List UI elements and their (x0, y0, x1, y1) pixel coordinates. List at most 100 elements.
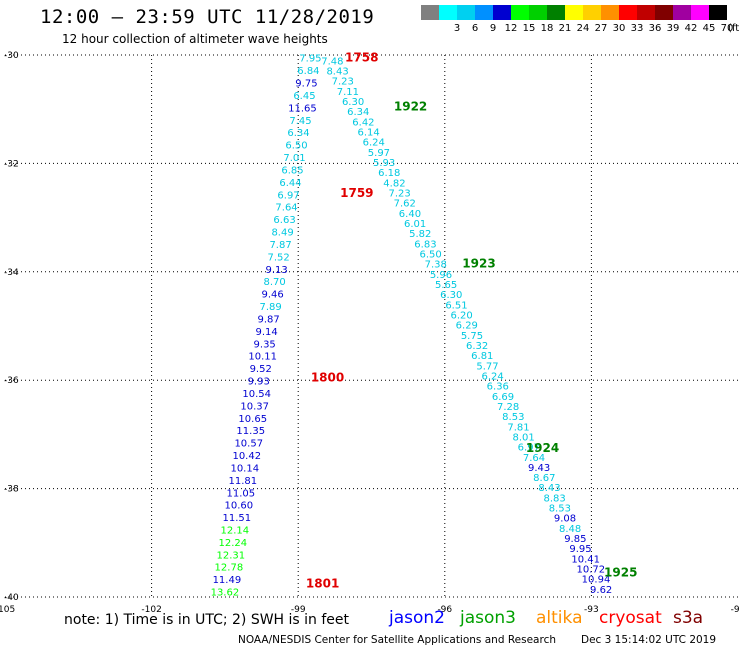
wave-height-label: 8.48 (559, 524, 581, 535)
footer-note: note: 1) Time is in UTC; 2) SWH is in fe… (64, 612, 350, 628)
wave-height-label: 5.93 (373, 158, 395, 169)
wave-height-label: 7.87 (269, 240, 291, 251)
scale-swatch (709, 5, 727, 20)
map-title: 12:00 – 23:59 UTC 11/28/2019 (40, 6, 375, 28)
scale-label: 30 (612, 23, 626, 34)
lon-tick-label: -105 (0, 605, 15, 615)
wave-height-label: 6.32 (466, 341, 488, 352)
scale-swatch (637, 5, 655, 20)
scale-swatch (601, 5, 619, 20)
wave-height-label: 11.65 (288, 103, 317, 114)
wave-height-label: 6.81 (471, 351, 493, 362)
scale-label: 12 (504, 23, 518, 34)
scale-label: 36 (648, 23, 662, 34)
scale-swatch (655, 5, 673, 20)
wave-height-label: 9.75 (295, 79, 317, 90)
pass-time-label: 1759 (340, 186, 373, 200)
pass-time-labels: 1758 1759 1800 1801 1922 1923 1924 1925 (306, 51, 637, 591)
scale-label: 45 (702, 23, 716, 34)
pass-time-label: 1925 (604, 566, 637, 580)
wave-height-label: 6.34 (287, 128, 309, 139)
scale-swatch (457, 5, 475, 20)
wave-height-label: 7.11 (337, 87, 359, 98)
scale-label: 39 (666, 23, 680, 34)
wave-height-label: 7.89 (260, 302, 282, 313)
wave-height-label: 8.67 (533, 473, 555, 484)
wave-height-label: 7.64 (523, 453, 545, 464)
scale-swatch (421, 5, 439, 20)
scale-unit: (ft) (728, 23, 740, 34)
wave-height-label: 12.78 (215, 563, 244, 574)
scale-swatch (691, 5, 709, 20)
wave-height-label: 6.29 (456, 321, 478, 332)
axis-labels: -30 -32 -34 -36 -38 -40 -105 -102 -99 -96 -93 -90 (0, 51, 740, 615)
map-subtitle: 12 hour collection of altimeter wave hei… (62, 32, 328, 46)
wave-height-label: 5.97 (368, 148, 390, 159)
wave-height-label: 9.95 (569, 544, 591, 555)
wave-height-label: 6.24 (482, 371, 504, 382)
wave-height-label: 6.50 (285, 141, 307, 152)
legend-entry: cryosat (599, 608, 662, 628)
lat-tick-label: -30 (4, 51, 19, 61)
wave-height-label: 9.35 (254, 339, 276, 350)
wave-height-label: 5.96 (430, 270, 452, 281)
wave-height-label: 6.97 (277, 190, 299, 201)
pass-time-label: 1923 (462, 257, 495, 271)
scale-swatch (493, 5, 511, 20)
scale-swatch (475, 5, 493, 20)
wave-height-label: 6.51 (445, 300, 467, 311)
wave-height-label: 7.95 (299, 54, 321, 65)
scale-label: 27 (594, 23, 608, 34)
wave-height-label: 9.43 (528, 463, 550, 474)
wave-height-label: 6.69 (492, 392, 514, 403)
wave-height-label: 6.42 (352, 117, 374, 128)
legend-entry: s3a (673, 608, 704, 628)
scale-label: 3 (453, 23, 461, 34)
wave-height-label: 8.43 (326, 67, 348, 78)
wave-height-label: 9.46 (261, 290, 283, 301)
wave-height-label: 9.52 (250, 364, 272, 375)
wave-height-label: 10.72 (577, 565, 606, 576)
wave-height-label: 6.30 (440, 290, 462, 301)
wave-height-label: 8.49 (271, 228, 293, 239)
wave-height-label: 6.83 (414, 239, 436, 250)
scale-label: 42 (684, 23, 698, 34)
legend-entry: altika (536, 608, 583, 628)
wave-height-label: 9.62 (590, 585, 612, 596)
altimeter-track-b: 7.488.437.237.116.306.346.426.146.245.97… (321, 56, 612, 595)
wave-height-label: 12.24 (219, 538, 248, 549)
lon-tick-label: -102 (141, 605, 161, 615)
wave-height-label: 6.97 (518, 443, 540, 454)
wave-height-label: 7.52 (267, 252, 289, 263)
wave-height-label: 10.37 (240, 401, 269, 412)
wave-height-label: 6.14 (357, 128, 379, 139)
wave-height-label: 7.64 (275, 203, 297, 214)
generation-date: Dec 3 15:14:02 UTC 2019 (581, 634, 717, 646)
wave-height-label: 11.81 (228, 476, 257, 487)
scale-label: 70 (720, 23, 734, 34)
scale-label: 21 (558, 23, 572, 34)
wave-height-label: 6.85 (281, 165, 303, 176)
wave-height-label: 10.94 (582, 575, 611, 586)
wave-height-label: 6.63 (273, 215, 295, 226)
scale-label: 9 (489, 23, 497, 34)
wave-height-label: 9.13 (265, 265, 287, 276)
pass-time-label: 1758 (345, 51, 378, 65)
wave-height-label: 7.23 (388, 189, 410, 200)
wave-height-label: 11.49 (213, 575, 242, 586)
lon-tick-label: -96 (437, 605, 452, 615)
wave-height-label: 7.38 (425, 260, 447, 271)
wave-height-label: 5.65 (435, 280, 457, 291)
scale-label: 18 (540, 23, 554, 34)
wave-height-label: 7.81 (507, 422, 529, 433)
wave-height-label: 10.54 (242, 389, 271, 400)
pass-time-label: 1800 (311, 370, 344, 384)
wave-height-label: 6.45 (293, 91, 315, 102)
lon-tick-label: -99 (291, 605, 306, 615)
wave-height-label: 8.70 (263, 277, 285, 288)
pass-time-label: 1922 (394, 99, 427, 113)
wave-height-label: 6.30 (342, 97, 364, 108)
wave-height-label: 6.44 (279, 178, 301, 189)
scale-swatch (673, 5, 691, 20)
